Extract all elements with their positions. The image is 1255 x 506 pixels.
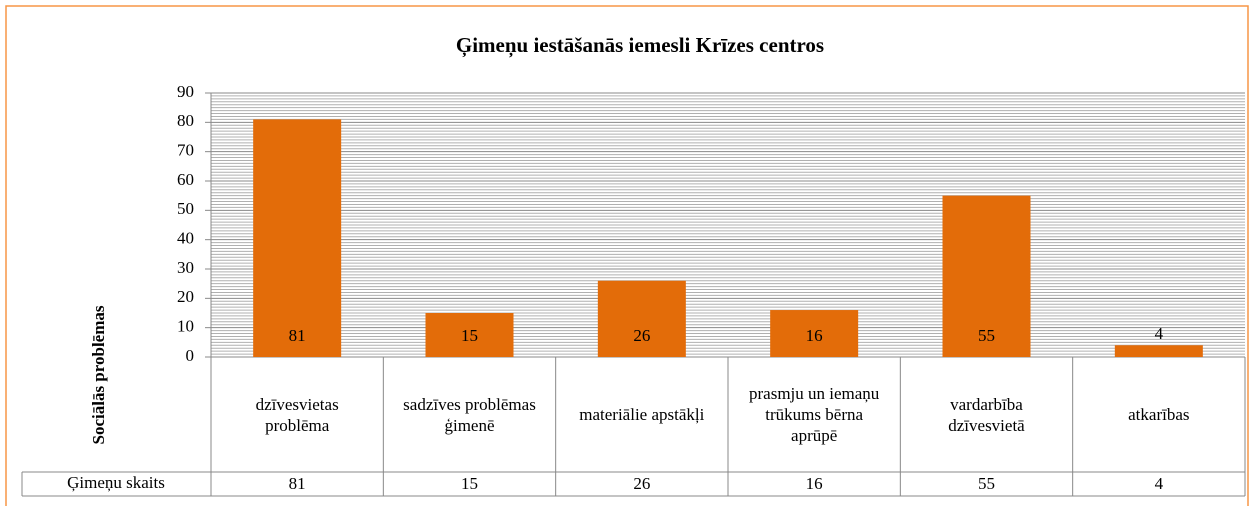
- x-tick-label: atkarības: [1128, 405, 1190, 424]
- bar: [597, 280, 686, 357]
- x-tick-label: dzīvesvietas problēma: [255, 394, 339, 435]
- x-tick-label: vardarbība dzīvesvietā: [948, 394, 1025, 435]
- table-value: 81: [289, 474, 306, 493]
- x-tick-label: prasmju un iemaņu trūkums bērna aprūpē: [749, 384, 880, 445]
- y-tick-label: 20: [177, 287, 194, 306]
- bar: [425, 313, 514, 357]
- table-value: 55: [978, 474, 995, 493]
- data-label: 55: [978, 326, 995, 345]
- chart-border: [5, 5, 1249, 506]
- y-tick-label: 10: [177, 317, 194, 336]
- bar: [1114, 345, 1203, 357]
- y-tick-label: 80: [177, 111, 194, 130]
- data-label: 15: [461, 326, 478, 345]
- bar: [253, 119, 342, 358]
- table-row-label: Ģimeņu skaits: [67, 473, 165, 492]
- data-label: 81: [289, 326, 306, 345]
- table-value: 4: [1155, 474, 1164, 493]
- data-label: 4: [1155, 324, 1164, 343]
- data-label: 16: [806, 326, 823, 345]
- bar: [942, 195, 1031, 357]
- table-value: 26: [633, 474, 650, 493]
- chart-title: Ģimeņu iestāšanās iemesli Krīzes centros: [456, 33, 824, 58]
- y-tick-label: 60: [177, 170, 194, 189]
- x-tick-label: materiālie apstākļi: [579, 405, 705, 424]
- y-tick-label: 90: [177, 82, 194, 101]
- y-tick-label: 70: [177, 141, 194, 160]
- table-value: 15: [461, 474, 478, 493]
- table-value: 16: [806, 474, 823, 493]
- data-label: 26: [633, 326, 650, 345]
- y-tick-label: 0: [186, 346, 195, 365]
- y-tick-label: 50: [177, 199, 194, 218]
- y-tick-label: 30: [177, 258, 194, 277]
- y-tick-label: 40: [177, 229, 194, 248]
- x-tick-label: sadzīves problēmas ģimenē: [403, 394, 536, 435]
- y-axis-title: Sociālās problēmas: [89, 305, 108, 444]
- bar: [770, 310, 859, 357]
